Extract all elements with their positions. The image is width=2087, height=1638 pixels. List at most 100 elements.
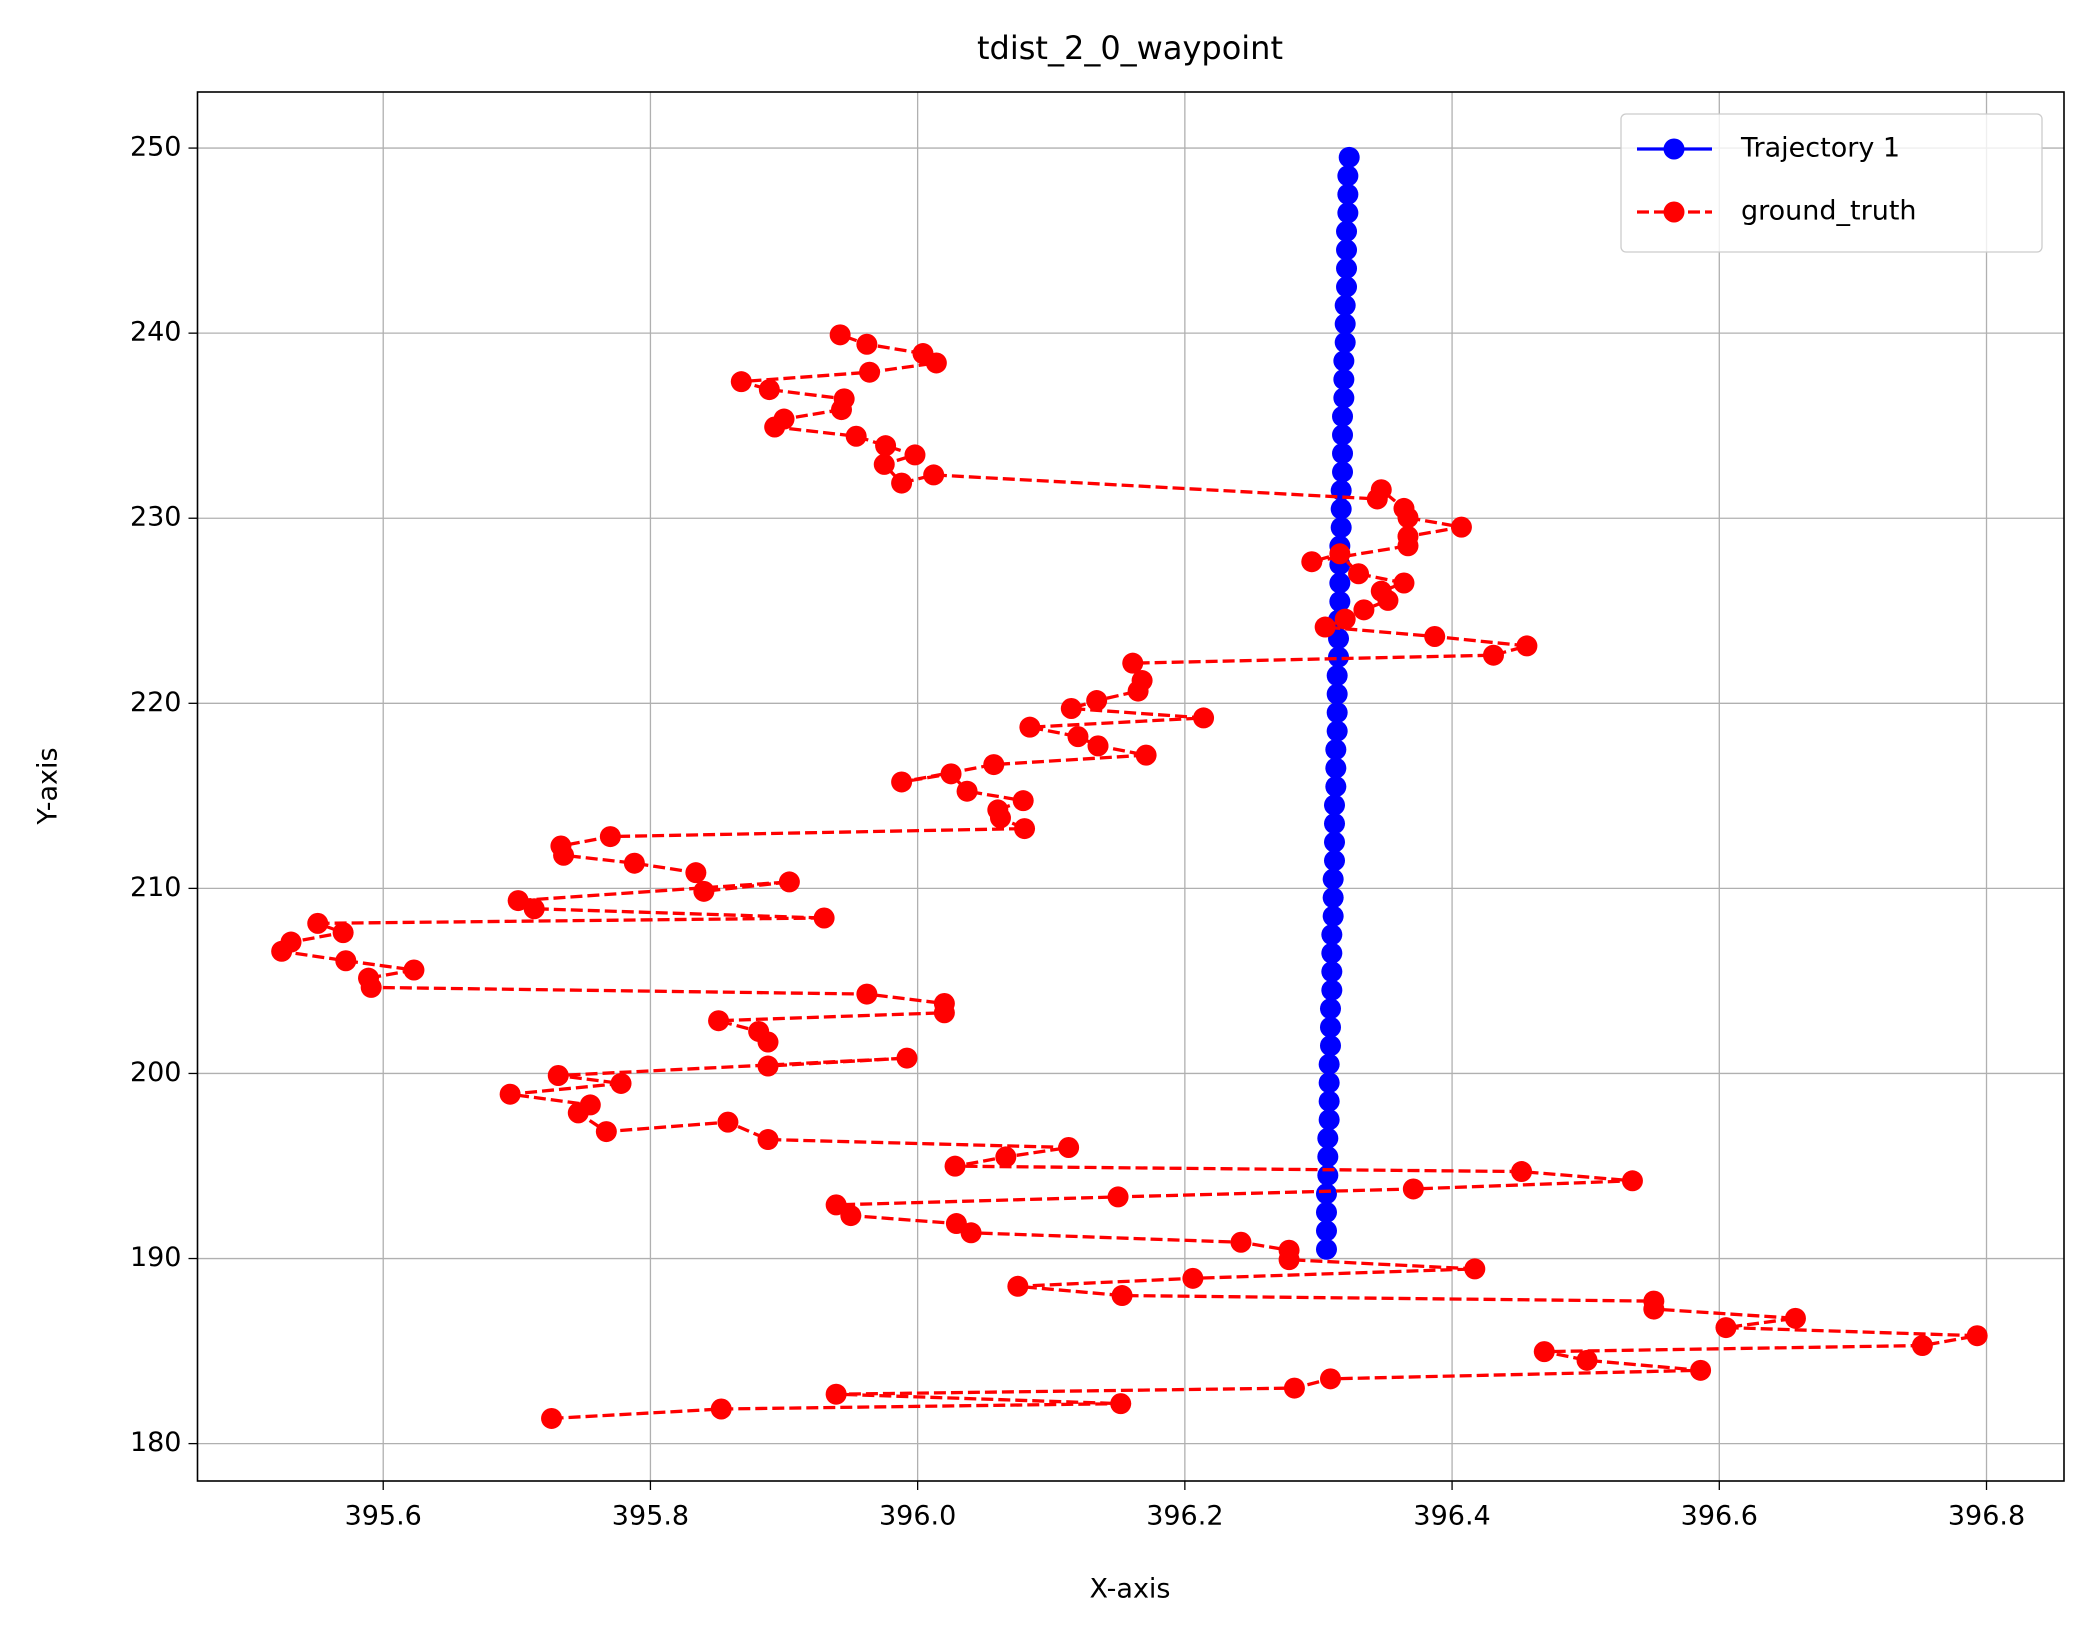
marker xyxy=(1315,1201,1337,1223)
marker xyxy=(1337,183,1359,205)
marker xyxy=(1135,744,1157,766)
marker xyxy=(1336,276,1358,298)
marker xyxy=(995,1146,1017,1168)
marker xyxy=(1533,1341,1555,1363)
marker xyxy=(1317,1146,1339,1168)
marker xyxy=(856,983,878,1005)
marker xyxy=(778,871,800,893)
marker xyxy=(1322,905,1344,927)
x-tick-label: 396.8 xyxy=(1948,1501,2025,1532)
marker xyxy=(1319,1016,1341,1038)
marker xyxy=(1182,1267,1204,1289)
marker xyxy=(829,324,851,346)
marker xyxy=(825,1194,847,1216)
marker xyxy=(685,862,707,884)
legend-box xyxy=(1620,113,2043,253)
marker xyxy=(1325,757,1347,779)
marker xyxy=(1315,1220,1337,1242)
marker xyxy=(1325,739,1347,761)
marker xyxy=(547,1064,569,1086)
marker xyxy=(1324,794,1346,816)
marker xyxy=(1511,1161,1533,1183)
x-tick-label: 396.0 xyxy=(879,1501,956,1532)
marker xyxy=(1643,1290,1665,1312)
marker xyxy=(1326,683,1348,705)
marker xyxy=(280,931,302,953)
marker xyxy=(1336,220,1358,242)
legend-marker xyxy=(1663,201,1685,223)
marker xyxy=(773,408,795,430)
marker xyxy=(717,1111,739,1133)
marker xyxy=(710,1398,732,1420)
x-tick-label: 395.8 xyxy=(612,1501,689,1532)
marker xyxy=(1321,924,1343,946)
marker xyxy=(1333,387,1355,409)
x-axis-label: X-axis xyxy=(1090,1574,1171,1605)
marker xyxy=(1193,707,1215,729)
marker xyxy=(825,1383,847,1405)
marker xyxy=(1333,350,1355,372)
marker xyxy=(1332,461,1354,483)
marker xyxy=(1319,1368,1341,1390)
marker xyxy=(693,880,715,902)
marker xyxy=(1107,1186,1129,1208)
marker xyxy=(1325,776,1347,798)
marker xyxy=(1329,572,1351,594)
legend: Trajectory 1 ground_truth xyxy=(1620,113,2043,253)
y-tick-label: 220 xyxy=(130,687,182,718)
y-tick-label: 250 xyxy=(130,132,182,163)
marker xyxy=(1402,1178,1424,1200)
series-line xyxy=(280,333,1979,1421)
marker xyxy=(956,780,978,802)
x-tick-label: 396.2 xyxy=(1146,1501,1223,1532)
marker xyxy=(1334,331,1356,353)
marker xyxy=(599,826,621,848)
marker xyxy=(541,1407,563,1429)
marker xyxy=(1326,665,1348,687)
marker xyxy=(758,379,780,401)
marker xyxy=(1301,551,1323,573)
chart-title: tdist_2_0_waypoint xyxy=(977,29,1283,67)
marker xyxy=(1319,1035,1341,1057)
marker xyxy=(757,1129,779,1151)
marker xyxy=(748,1020,770,1042)
legend-marker xyxy=(1663,138,1685,160)
marker xyxy=(1966,1325,1988,1347)
marker xyxy=(307,912,329,934)
marker xyxy=(1911,1335,1933,1357)
legend-label: ground_truth xyxy=(1741,196,1917,227)
marker xyxy=(403,959,425,981)
marker xyxy=(1338,146,1360,168)
marker xyxy=(1315,1183,1337,1205)
marker xyxy=(1324,850,1346,872)
marker xyxy=(1334,608,1356,630)
marker xyxy=(904,444,926,466)
marker xyxy=(1007,1275,1029,1297)
marker xyxy=(1322,868,1344,890)
marker xyxy=(1122,652,1144,674)
marker xyxy=(499,1083,521,1105)
marker xyxy=(1370,580,1392,602)
marker xyxy=(610,1072,632,1094)
marker xyxy=(1230,1231,1252,1253)
marker xyxy=(1332,442,1354,464)
marker xyxy=(1319,998,1341,1020)
marker xyxy=(933,993,955,1015)
marker xyxy=(1087,735,1109,757)
marker xyxy=(730,371,752,393)
marker xyxy=(1337,165,1359,187)
marker xyxy=(1326,702,1348,724)
marker xyxy=(1086,690,1108,712)
marker xyxy=(523,898,545,920)
marker xyxy=(1131,670,1153,692)
marker xyxy=(875,435,897,457)
marker xyxy=(1283,1377,1305,1399)
marker xyxy=(845,425,867,447)
marker xyxy=(940,763,962,785)
marker xyxy=(623,852,645,874)
marker xyxy=(595,1121,617,1143)
marker xyxy=(912,343,934,365)
marker xyxy=(945,1213,967,1235)
y-axis-label: Y-axis xyxy=(33,747,64,825)
